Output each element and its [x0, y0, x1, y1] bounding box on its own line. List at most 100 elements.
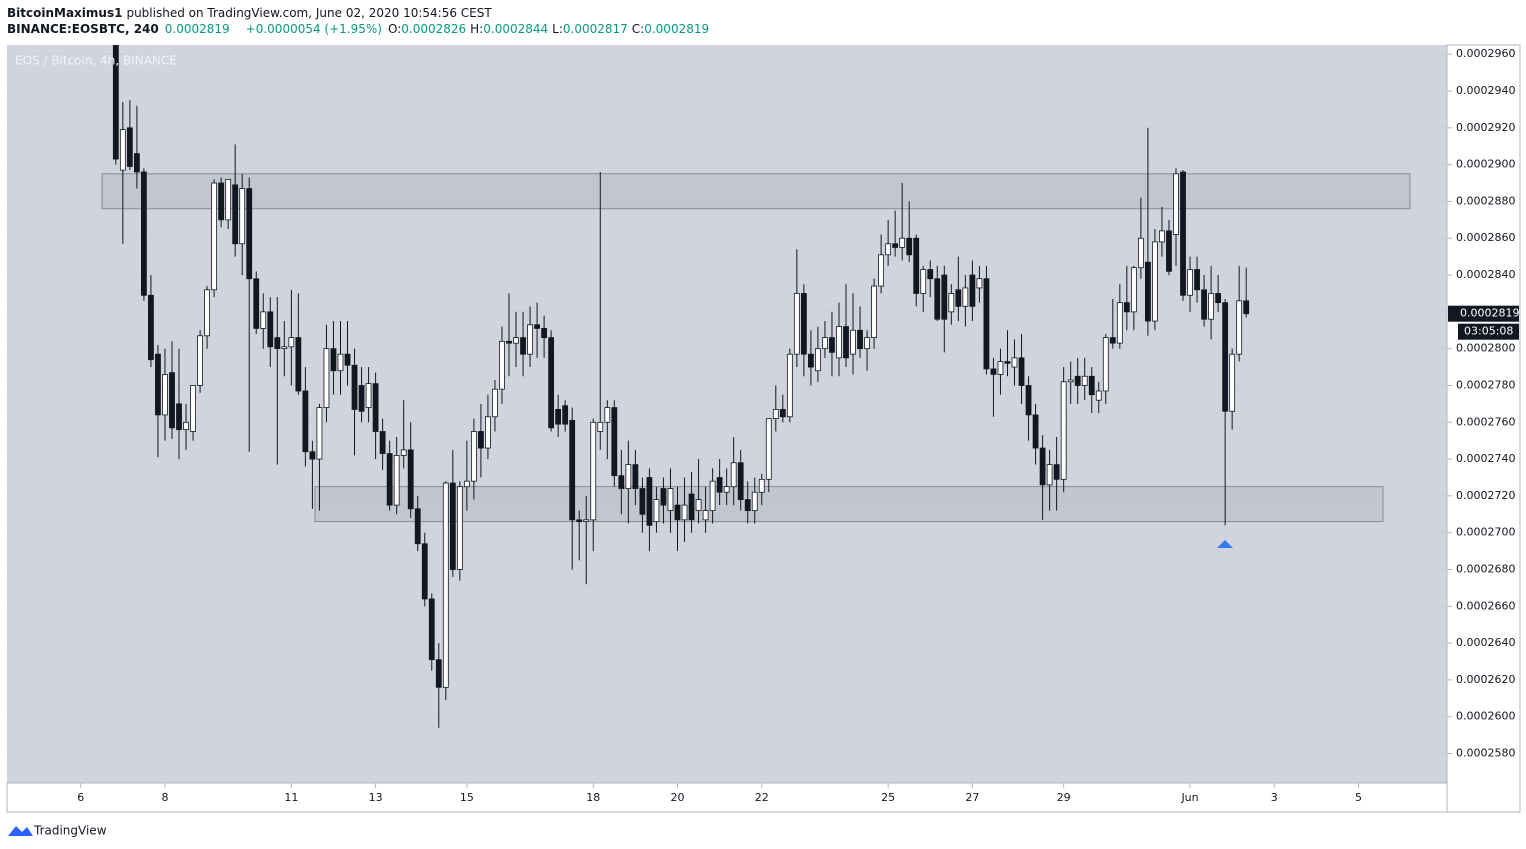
candle-body	[400, 449, 407, 456]
candle-body	[906, 237, 913, 256]
candle-body	[541, 328, 548, 339]
candle-body	[1208, 293, 1214, 320]
candle-body	[1032, 414, 1039, 449]
y-tick-label: 0.0002720	[1456, 489, 1516, 502]
symbol: BINANCE:EOSBTC, 240	[7, 22, 159, 36]
y-tick-label: 0.0002960	[1456, 47, 1516, 60]
candle-body	[822, 337, 828, 350]
candle-body	[562, 405, 569, 425]
candle-body	[899, 237, 906, 248]
candle-body	[1194, 269, 1200, 291]
candle-body	[414, 508, 421, 545]
candle-body	[1116, 302, 1123, 344]
candle-body	[864, 337, 870, 350]
o-value: 0.0002826	[401, 22, 466, 36]
marker-arrow	[1217, 540, 1233, 548]
candle-body	[702, 510, 709, 521]
candle-body	[218, 182, 225, 221]
candle-body	[639, 488, 646, 515]
candle-body	[148, 294, 154, 361]
candle-body	[583, 519, 590, 523]
candle-body	[267, 311, 274, 348]
candle-body	[604, 407, 611, 423]
candle-body	[744, 499, 751, 512]
candle-body	[190, 385, 196, 432]
candle-body	[815, 348, 821, 372]
candle-body	[1039, 447, 1046, 486]
candle-body	[253, 278, 260, 329]
candle-body	[1180, 171, 1186, 296]
x-tick-label: 5	[1355, 791, 1362, 804]
x-tick-label: 13	[369, 791, 383, 804]
candle-body	[667, 488, 674, 512]
candle-body	[983, 278, 990, 370]
countdown: 03:05:08	[1464, 325, 1513, 338]
candle-body	[653, 499, 660, 523]
candle-body	[800, 293, 807, 355]
candle-body	[211, 182, 218, 291]
price-tag	[1448, 305, 1519, 322]
candle-body	[843, 326, 849, 359]
candle-body	[309, 451, 316, 460]
candle-body	[1067, 379, 1074, 383]
brand: TradingView	[33, 824, 107, 838]
candle-body	[892, 243, 899, 248]
c-label: C:	[632, 22, 644, 36]
candle-body	[737, 462, 744, 500]
candle-body	[492, 388, 498, 418]
chart-title: EOS / Bitcoin, 4h, BINANCE	[15, 54, 177, 68]
candle-body	[365, 383, 372, 408]
candle-body	[1074, 375, 1081, 386]
candle-body	[569, 420, 576, 521]
candle-body	[372, 383, 379, 432]
countdown-tag	[1458, 323, 1519, 340]
candle-body	[407, 449, 414, 510]
candle-body	[1236, 300, 1243, 355]
candle-body	[1102, 337, 1109, 392]
y-tick-label: 0.0002940	[1456, 84, 1516, 97]
candle-body	[1215, 293, 1222, 304]
candle-body	[878, 254, 885, 287]
author: BitcoinMaximus1	[7, 6, 122, 20]
h-value: 0.0002844	[483, 22, 548, 36]
zone	[101, 173, 1411, 210]
price-axis	[1446, 44, 1521, 813]
candle-body	[337, 353, 344, 372]
x-tick-label: 27	[965, 791, 979, 804]
candle-body	[162, 374, 168, 416]
candle-body	[176, 403, 182, 431]
candle-body	[611, 407, 618, 477]
candle-body	[485, 416, 491, 449]
candle-body	[590, 421, 597, 521]
candle-body	[885, 243, 892, 256]
y-tick-label: 0.0002740	[1456, 452, 1516, 465]
candle-body	[793, 293, 800, 355]
candle-body	[330, 348, 337, 372]
x-tick-label: 18	[586, 791, 600, 804]
candle-body	[829, 337, 835, 353]
header-line: BitcoinMaximus1 published on TradingView.…	[7, 6, 492, 20]
candle-body	[1229, 353, 1236, 412]
symbol-line: BINANCE:EOSBTC, 240 0.0002819 +0.0000054 (…	[7, 22, 709, 36]
candle-body	[808, 353, 814, 368]
y-tick-label: 0.0002840	[1456, 268, 1516, 281]
y-tick-label: 0.0002800	[1456, 342, 1516, 355]
candle-body	[358, 385, 365, 412]
time-axis	[6, 782, 1448, 813]
candle-body	[1095, 390, 1102, 401]
candle-body	[548, 337, 555, 429]
candle-body	[772, 408, 779, 420]
candle-body	[1025, 385, 1032, 416]
candle-body	[435, 659, 442, 688]
candle-body	[520, 337, 526, 355]
candle-body	[288, 337, 295, 348]
candle-body	[295, 337, 302, 392]
candle-body	[513, 337, 519, 344]
candle-body	[155, 353, 161, 416]
y-tick-label: 0.0002920	[1456, 121, 1516, 134]
candle-body	[948, 293, 955, 313]
candle-body	[506, 340, 512, 344]
candle-body	[499, 340, 505, 390]
candle-body	[442, 482, 449, 688]
candle-body	[695, 499, 702, 512]
